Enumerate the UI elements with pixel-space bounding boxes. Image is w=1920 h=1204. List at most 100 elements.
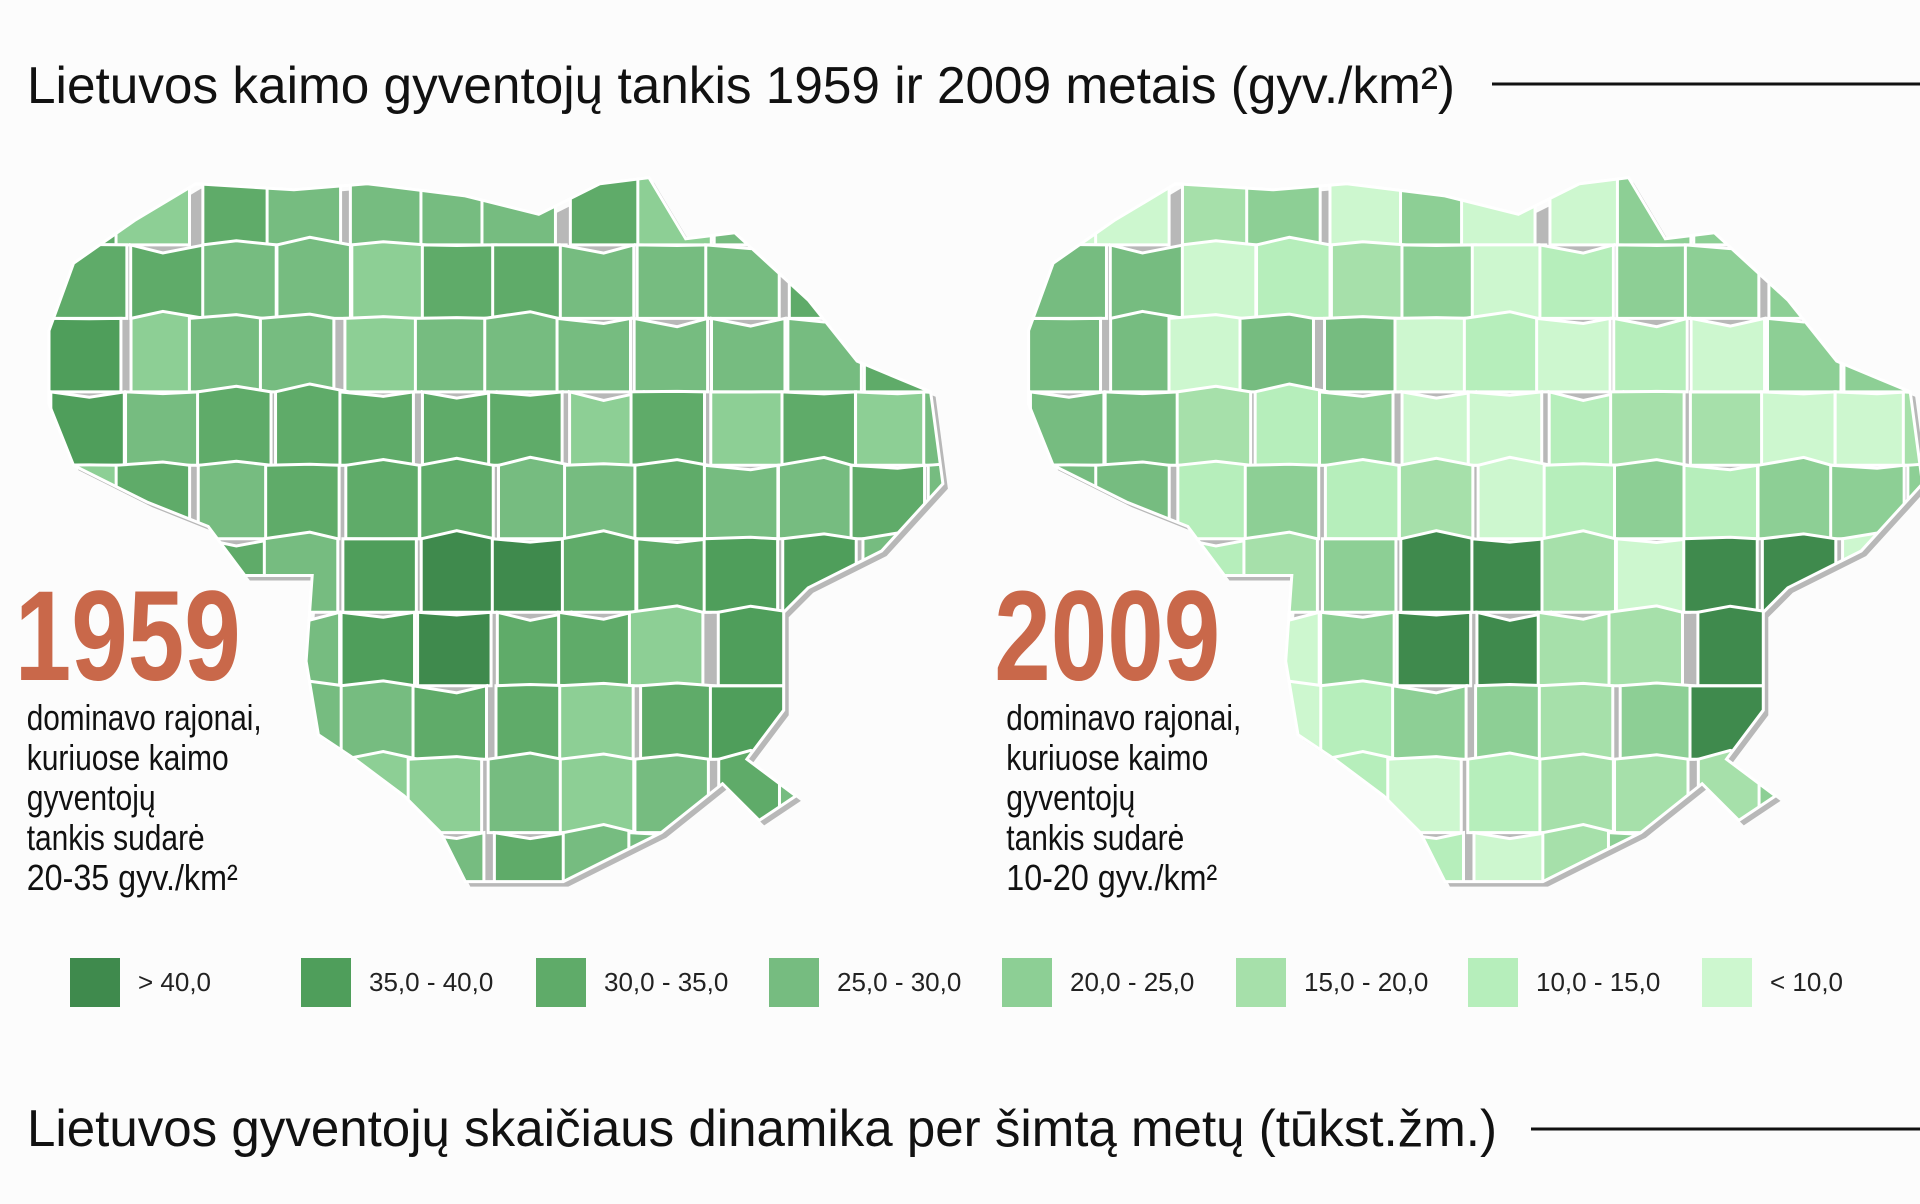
district [419, 529, 497, 614]
district [1540, 529, 1617, 614]
year-label: 2009 [994, 565, 1220, 708]
district [1688, 390, 1766, 467]
description-line: 10-20 gyv./km² [1006, 857, 1217, 898]
district [1612, 316, 1689, 394]
district [416, 610, 493, 688]
district [632, 316, 710, 394]
district [1167, 313, 1244, 394]
section-title: Lietuvos kaimo gyventojų tankis 1959 ir … [27, 57, 1455, 115]
description-line: dominavo rajonai, [1006, 697, 1241, 738]
district [1682, 463, 1759, 541]
district [1399, 529, 1476, 614]
district [483, 310, 560, 394]
district [1689, 316, 1767, 394]
district [187, 313, 265, 394]
district [563, 462, 640, 541]
district [487, 390, 564, 467]
district [1536, 610, 1614, 688]
district [350, 240, 427, 320]
district [1103, 390, 1181, 467]
district [274, 382, 351, 467]
district [1756, 455, 1834, 541]
district [420, 243, 498, 320]
district [1472, 830, 1549, 882]
district [1319, 610, 1396, 688]
map-border [1027, 175, 1920, 884]
legend-swatch [536, 958, 586, 1007]
district [275, 235, 352, 320]
district [1255, 235, 1332, 320]
district [635, 537, 712, 614]
district [1470, 537, 1547, 614]
district [555, 316, 633, 394]
legend: > 40,0 35,0 - 40,0 30,0 - 35,0 25,0 - 30,0 2… [70, 958, 1843, 1007]
district [196, 384, 273, 467]
description-line: gyventojų [1006, 777, 1135, 818]
district [492, 830, 570, 882]
description-line: tankis sudarė [27, 817, 205, 858]
district [1609, 389, 1686, 467]
district [558, 681, 635, 761]
district [716, 604, 794, 688]
district [558, 752, 636, 835]
district [486, 751, 564, 835]
district [1613, 458, 1690, 541]
district [1323, 458, 1401, 541]
legend-swatch [1702, 958, 1752, 1007]
district [1393, 316, 1470, 394]
district [1538, 242, 1615, 320]
district [1542, 462, 1620, 541]
district [633, 458, 710, 541]
district [339, 679, 417, 761]
district [1696, 604, 1773, 688]
district [124, 390, 201, 467]
district [1535, 316, 1612, 394]
district [343, 315, 420, 394]
district [1391, 683, 1468, 761]
district [1329, 240, 1407, 320]
district [1395, 610, 1473, 688]
district [420, 390, 498, 467]
year-label: 1959 [15, 565, 241, 708]
description-line: kuriuose kaimo [27, 737, 229, 778]
legend-label: 20,0 - 25,0 [1070, 967, 1194, 997]
legend-swatch [769, 958, 819, 1007]
description-line: kuriuose kaimo [1006, 737, 1208, 778]
description-line: gyventojų [27, 777, 156, 818]
district [1682, 535, 1759, 614]
district [1901, 390, 1920, 467]
district [702, 463, 780, 541]
district [780, 390, 857, 467]
district [629, 389, 707, 467]
district [1833, 390, 1911, 467]
district [627, 604, 705, 688]
legend-swatch [1002, 958, 1052, 1007]
district [702, 535, 780, 614]
district [709, 390, 786, 467]
district [411, 683, 488, 761]
description-line: 20-35 gyv./km² [27, 857, 238, 898]
legend-label: 10,0 - 15,0 [1536, 967, 1660, 997]
district [1462, 310, 1540, 394]
legend-swatch [70, 958, 120, 1007]
legend-label: 25,0 - 30,0 [837, 967, 961, 997]
district [776, 455, 854, 541]
legend-swatch [301, 958, 351, 1007]
district [1466, 751, 1543, 835]
district [854, 390, 931, 467]
district [1319, 679, 1396, 761]
district [1614, 537, 1692, 614]
district [1538, 752, 1615, 835]
legend-label: < 10,0 [1770, 967, 1843, 997]
district [1320, 537, 1398, 614]
district [1028, 316, 1103, 394]
district [1537, 681, 1615, 761]
district [339, 610, 417, 688]
district [413, 316, 491, 394]
district [639, 681, 716, 761]
description-line: dominavo rajonai, [27, 697, 262, 738]
district [1476, 455, 1554, 541]
district [1397, 456, 1475, 541]
